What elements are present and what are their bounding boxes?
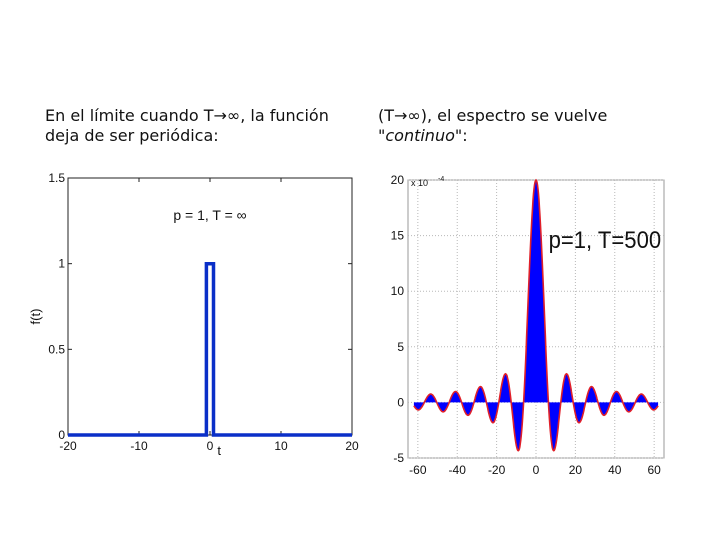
- pulse-line: [68, 261, 352, 437]
- x-tick-label: 0: [533, 463, 540, 477]
- left-caption: En el límite cuando T→∞, la función deja…: [45, 106, 345, 146]
- x-tick-label: 40: [608, 463, 622, 477]
- y-tick-label: 0: [397, 395, 404, 409]
- y-tick-label: 1: [58, 257, 65, 271]
- exponent-power: -4: [438, 176, 444, 183]
- right-caption-italic-word: continuo: [385, 126, 455, 145]
- right-caption-quote-close: ":: [454, 126, 468, 145]
- y-tick-label: 0: [58, 428, 65, 442]
- x-tick-label: 20: [345, 439, 359, 453]
- left-caption-line1: En el límite cuando T→∞, la función: [45, 106, 329, 125]
- y-tick-label: 1.5: [48, 171, 65, 185]
- chart-annotation: p=1, T=500: [549, 226, 661, 253]
- exponent-label: x 10: [411, 178, 428, 188]
- plot-frame: [67, 177, 353, 436]
- x-tick-label: -10: [130, 439, 148, 453]
- x-tick-label: -20: [59, 439, 77, 453]
- spectrum-outline: [413, 178, 659, 452]
- y-tick-label: -5: [393, 451, 404, 465]
- right-caption-line1: (T→∞), el espectro se vuelve: [378, 106, 608, 125]
- left-caption-line2: deja de ser periódica:: [45, 126, 219, 145]
- y-tick-label: 15: [391, 229, 405, 243]
- time-domain-chart: 0 0.5 1 1.5 -20 -10 0 10 20 p = 1, T = ∞ t f(t): [28, 168, 375, 468]
- x-axis-label: t: [217, 443, 221, 458]
- spectrum-fill: [413, 180, 659, 451]
- spectrum-chart-svg: -60 -40 -20 0 20 40 60 20 15 10 5 0 -5 x 10 -4 p=1, T=5…: [391, 173, 665, 477]
- right-caption-quote-open: ": [378, 126, 386, 145]
- x-tick-label: 60: [647, 463, 661, 477]
- y-axis-label: f(t): [28, 309, 43, 325]
- y-tick-label: 0.5: [48, 342, 65, 356]
- x-tick-label: -40: [449, 463, 467, 477]
- y-tick-label: 5: [397, 340, 404, 354]
- chart-annotation: p = 1, T = ∞: [173, 207, 246, 223]
- x-tick-label: 20: [569, 463, 583, 477]
- x-tick-label: 0: [207, 439, 214, 453]
- x-tick-label: -60: [409, 463, 427, 477]
- time-domain-chart-svg: 0 0.5 1 1.5 -20 -10 0 10 20 p = 1, T = ∞ t f(t): [28, 171, 359, 458]
- x-tick-label: -20: [488, 463, 506, 477]
- x-tick-label: 10: [274, 439, 288, 453]
- right-caption: (T→∞), el espectro se vuelve "continuo":: [378, 106, 678, 146]
- spectrum-chart: -60 -40 -20 0 20 40 60 20 15 10 5 0 -5 x 10 -4 p=1, T=5…: [372, 166, 672, 496]
- y-tick-label: 20: [391, 173, 405, 187]
- y-tick-label: 10: [391, 284, 405, 298]
